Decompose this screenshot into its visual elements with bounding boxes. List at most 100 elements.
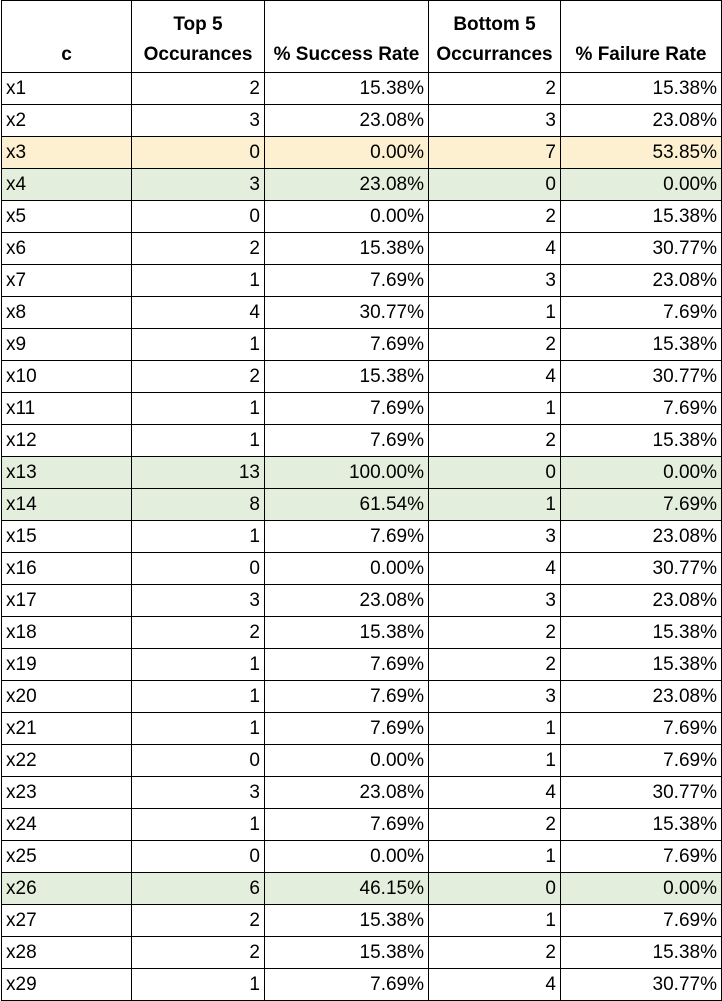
header-success-rate[interactable]: % Success Rate <box>264 0 429 73</box>
cell-name[interactable]: x15 <box>1 520 132 553</box>
cell-failure-rate[interactable]: 23.08% <box>560 584 722 617</box>
cell-success-rate[interactable]: 30.77% <box>264 296 429 329</box>
cell-top-occurrences[interactable]: 0 <box>131 200 265 233</box>
cell-top-occurrences[interactable]: 13 <box>131 456 265 489</box>
cell-name[interactable]: x4 <box>1 168 132 201</box>
cell-success-rate[interactable]: 7.69% <box>264 392 429 425</box>
cell-success-rate[interactable]: 7.69% <box>264 808 429 841</box>
cell-name[interactable]: x25 <box>1 840 132 873</box>
cell-success-rate[interactable]: 46.15% <box>264 872 429 905</box>
cell-top-occurrences[interactable]: 0 <box>131 136 265 169</box>
cell-top-occurrences[interactable]: 2 <box>131 232 265 265</box>
header-name[interactable]: c <box>1 0 132 73</box>
cell-success-rate[interactable]: 7.69% <box>264 520 429 553</box>
cell-failure-rate[interactable]: 7.69% <box>560 392 722 425</box>
cell-name[interactable]: x20 <box>1 680 132 713</box>
cell-failure-rate[interactable]: 0.00% <box>560 168 722 201</box>
cell-success-rate[interactable]: 15.38% <box>264 616 429 649</box>
cell-success-rate[interactable]: 0.00% <box>264 136 429 169</box>
cell-top-occurrences[interactable]: 8 <box>131 488 265 521</box>
cell-failure-rate[interactable]: 15.38% <box>560 648 722 681</box>
cell-name[interactable]: x8 <box>1 296 132 329</box>
cell-failure-rate[interactable]: 15.38% <box>560 808 722 841</box>
cell-top-occurrences[interactable]: 1 <box>131 520 265 553</box>
cell-bottom-occurrences[interactable]: 1 <box>428 296 561 329</box>
cell-success-rate[interactable]: 7.69% <box>264 680 429 713</box>
cell-name[interactable]: x1 <box>1 72 132 105</box>
cell-name[interactable]: x18 <box>1 616 132 649</box>
cell-top-occurrences[interactable]: 1 <box>131 712 265 745</box>
cell-success-rate[interactable]: 7.69% <box>264 712 429 745</box>
cell-failure-rate[interactable]: 15.38% <box>560 616 722 649</box>
cell-top-occurrences[interactable]: 3 <box>131 168 265 201</box>
cell-top-occurrences[interactable]: 1 <box>131 680 265 713</box>
cell-name[interactable]: x13 <box>1 456 132 489</box>
cell-success-rate[interactable]: 15.38% <box>264 232 429 265</box>
cell-success-rate[interactable]: 23.08% <box>264 584 429 617</box>
cell-bottom-occurrences[interactable]: 4 <box>428 360 561 393</box>
cell-success-rate[interactable]: 61.54% <box>264 488 429 521</box>
cell-name[interactable]: x7 <box>1 264 132 297</box>
cell-name[interactable]: x17 <box>1 584 132 617</box>
cell-success-rate[interactable]: 0.00% <box>264 744 429 777</box>
cell-failure-rate[interactable]: 15.38% <box>560 424 722 457</box>
cell-bottom-occurrences[interactable]: 2 <box>428 328 561 361</box>
cell-bottom-occurrences[interactable]: 1 <box>428 904 561 937</box>
cell-failure-rate[interactable]: 7.69% <box>560 744 722 777</box>
cell-top-occurrences[interactable]: 2 <box>131 936 265 969</box>
cell-name[interactable]: x24 <box>1 808 132 841</box>
cell-bottom-occurrences[interactable]: 2 <box>428 616 561 649</box>
cell-bottom-occurrences[interactable]: 0 <box>428 456 561 489</box>
cell-failure-rate[interactable]: 15.38% <box>560 200 722 233</box>
cell-failure-rate[interactable]: 7.69% <box>560 712 722 745</box>
cell-failure-rate[interactable]: 0.00% <box>560 872 722 905</box>
cell-name[interactable]: x19 <box>1 648 132 681</box>
cell-success-rate[interactable]: 0.00% <box>264 552 429 585</box>
cell-name[interactable]: x28 <box>1 936 132 969</box>
cell-success-rate[interactable]: 0.00% <box>264 200 429 233</box>
cell-failure-rate[interactable]: 7.69% <box>560 904 722 937</box>
cell-top-occurrences[interactable]: 2 <box>131 616 265 649</box>
cell-name[interactable]: x10 <box>1 360 132 393</box>
cell-top-occurrences[interactable]: 1 <box>131 392 265 425</box>
cell-name[interactable]: x3 <box>1 136 132 169</box>
cell-success-rate[interactable]: 7.69% <box>264 648 429 681</box>
cell-bottom-occurrences[interactable]: 2 <box>428 648 561 681</box>
cell-top-occurrences[interactable]: 2 <box>131 360 265 393</box>
cell-top-occurrences[interactable]: 1 <box>131 424 265 457</box>
cell-bottom-occurrences[interactable]: 4 <box>428 552 561 585</box>
cell-bottom-occurrences[interactable]: 1 <box>428 392 561 425</box>
cell-failure-rate[interactable]: 30.77% <box>560 232 722 265</box>
cell-failure-rate[interactable]: 23.08% <box>560 264 722 297</box>
cell-bottom-occurrences[interactable]: 3 <box>428 264 561 297</box>
cell-failure-rate[interactable]: 53.85% <box>560 136 722 169</box>
cell-bottom-occurrences[interactable]: 3 <box>428 104 561 137</box>
cell-success-rate[interactable]: 7.69% <box>264 328 429 361</box>
cell-success-rate[interactable]: 23.08% <box>264 776 429 809</box>
cell-top-occurrences[interactable]: 1 <box>131 648 265 681</box>
cell-name[interactable]: x9 <box>1 328 132 361</box>
cell-success-rate[interactable]: 100.00% <box>264 456 429 489</box>
cell-failure-rate[interactable]: 23.08% <box>560 104 722 137</box>
cell-failure-rate[interactable]: 30.77% <box>560 968 722 1001</box>
cell-top-occurrences[interactable]: 3 <box>131 104 265 137</box>
cell-failure-rate[interactable]: 30.77% <box>560 552 722 585</box>
cell-bottom-occurrences[interactable]: 2 <box>428 72 561 105</box>
cell-failure-rate[interactable]: 7.69% <box>560 488 722 521</box>
cell-top-occurrences[interactable]: 1 <box>131 328 265 361</box>
cell-top-occurrences[interactable]: 1 <box>131 968 265 1001</box>
cell-name[interactable]: x2 <box>1 104 132 137</box>
cell-name[interactable]: x22 <box>1 744 132 777</box>
cell-failure-rate[interactable]: 30.77% <box>560 776 722 809</box>
cell-top-occurrences[interactable]: 2 <box>131 904 265 937</box>
cell-success-rate[interactable]: 15.38% <box>264 904 429 937</box>
cell-bottom-occurrences[interactable]: 0 <box>428 872 561 905</box>
cell-bottom-occurrences[interactable]: 2 <box>428 424 561 457</box>
cell-success-rate[interactable]: 7.69% <box>264 968 429 1001</box>
cell-bottom-occurrences[interactable]: 4 <box>428 776 561 809</box>
cell-name[interactable]: x5 <box>1 200 132 233</box>
cell-failure-rate[interactable]: 0.00% <box>560 456 722 489</box>
cell-top-occurrences[interactable]: 4 <box>131 296 265 329</box>
cell-bottom-occurrences[interactable]: 2 <box>428 936 561 969</box>
cell-failure-rate[interactable]: 15.38% <box>560 72 722 105</box>
